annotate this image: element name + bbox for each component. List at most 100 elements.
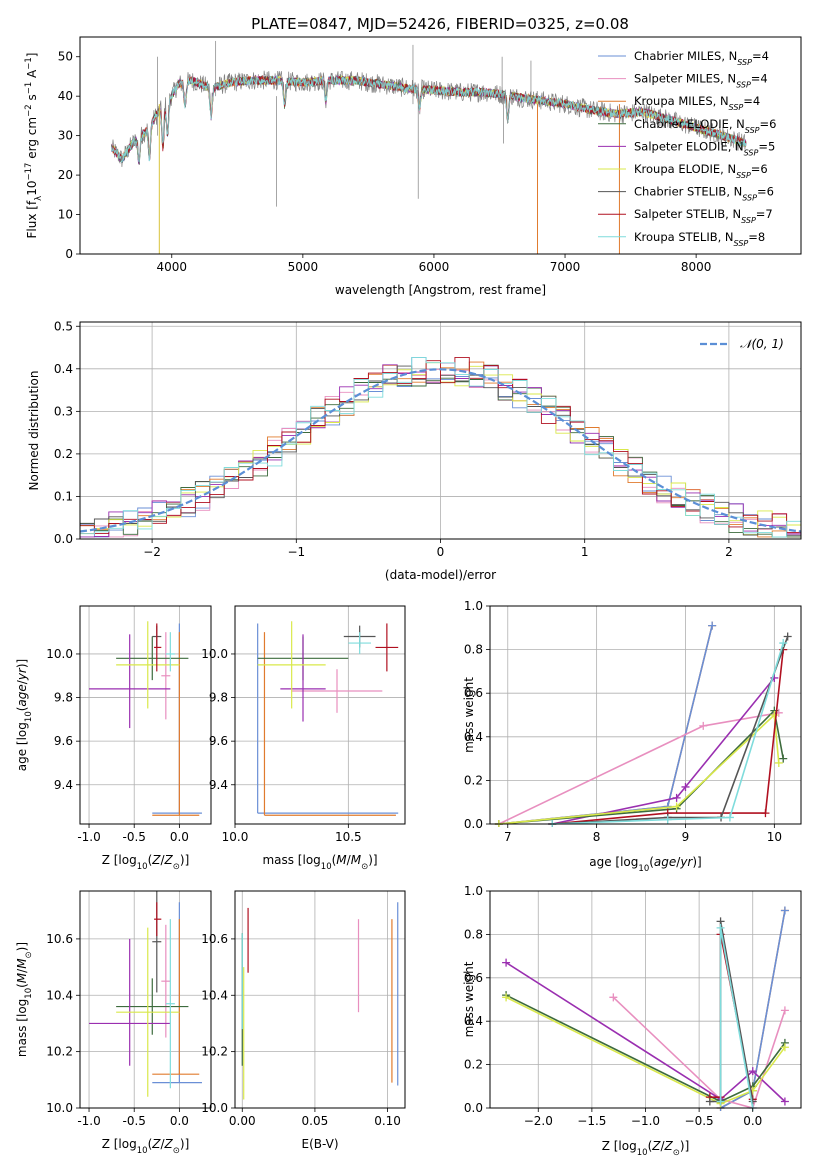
mass-weight-vs-Z-ytick-label: 0.8: [464, 927, 483, 941]
spectrum-xtick-label: 4000: [156, 260, 187, 274]
mass-weight-vs-age-ytick-label: 0.8: [464, 643, 483, 657]
mass-vs-ebv-xtick-label: 0.00: [229, 1114, 256, 1128]
age-vs-Z-xtick-label: -0.5: [122, 830, 145, 844]
mass-weight-vs-Z-ytick-label: 1.0: [464, 884, 483, 898]
mass-vs-ebv-ytick-label: 10.6: [201, 932, 228, 946]
spectrum-xtick-label: 7000: [550, 260, 581, 274]
residuals-hists: [80, 356, 801, 538]
mass-weight-vs-Z-xtick-label: −1.5: [577, 1114, 606, 1128]
mass-weight-vs-age-xlabel: age [log10(age/yr)]: [589, 855, 702, 874]
mass-weight-vs-age-marker: [708, 621, 717, 630]
age-vs-Z-ytick-label: 10.0: [46, 647, 73, 661]
mass-weight-vs-Z-ytick-label: 0.0: [464, 1101, 483, 1115]
spectrum-ytick-label: 10: [58, 208, 73, 222]
mass-vs-Z-xtick-label: -0.5: [122, 1114, 145, 1128]
mass-weight-vs-Z-marker: [609, 993, 618, 1002]
mass-weight-vs-Z-line: [505, 994, 786, 1103]
age-vs-Z-ytick-label: 9.6: [54, 734, 73, 748]
mass-weight-vs-Z-ytick-label: 0.6: [464, 971, 483, 985]
legend-entry: Kroupa STELIB, NSSP=8: [634, 230, 765, 248]
mass-weight-vs-age-marker: [681, 782, 690, 791]
legend-entry: Salpeter MILES, NSSP=4: [634, 72, 768, 90]
residuals-histogram-kroupa-stelib: [80, 357, 801, 538]
age-vs-Z-xtick-label: 0.0: [170, 830, 189, 844]
mass-vs-Z-errorbars: [89, 891, 202, 1097]
mass-vs-Z-xtick-label: -1.0: [77, 1114, 100, 1128]
age-vs-mass-frame: [234, 605, 406, 825]
spectrum-xlabel: wavelength [Angstrom, rest frame]: [335, 283, 546, 297]
residuals-xtick-label: −1: [287, 545, 305, 559]
mass-weight-vs-age-line: [552, 677, 775, 825]
spectrum-model-line: [111, 74, 747, 163]
residuals-ytick-label: 0.4: [54, 362, 73, 376]
residuals-xtick-label: 0: [437, 545, 445, 559]
age-vs-Z-ytick-label: 9.4: [54, 778, 73, 792]
mass-weight-vs-age-marker: [672, 793, 681, 802]
mass-vs-ebv-ytick-label: 10.4: [201, 988, 228, 1002]
age-vs-Z-errorbars: [89, 621, 202, 816]
mass-weight-vs-age-marker: [761, 809, 770, 818]
age-vs-mass-xtick-label: 10.0: [222, 830, 249, 844]
residuals-ytick-label: 0.0: [54, 532, 73, 546]
mass-weight-vs-age-ytick-label: 0.0: [464, 817, 483, 831]
age-vs-Z-frame: [79, 605, 212, 825]
legend-entry: Kroupa ELODIE, NSSP=6: [634, 162, 768, 180]
mass-weight-vs-age-series: [494, 621, 792, 827]
mass-weight-vs-age-axes: [490, 605, 801, 825]
mass-weight-vs-Z-marker: [705, 1097, 714, 1106]
age-vs-mass-xtick-label: 10.5: [335, 830, 362, 844]
mass-weight-vs-age-xtick-label: 10: [767, 830, 782, 844]
spectrum-ytick-label: 50: [58, 50, 73, 64]
mass-weight-vs-Z-ytick-label: 0.4: [464, 1014, 483, 1028]
age-vs-mass-axes: [234, 606, 405, 824]
age-vs-mass-ytick-label: 9.6: [209, 734, 228, 748]
mass-weight-vs-age-ylabel: mass weight: [462, 677, 476, 753]
mass-weight-vs-age-frame: [489, 605, 802, 825]
residuals-ytick-label: 0.5: [54, 319, 73, 333]
spectrum-xtick-label: 8000: [681, 260, 712, 274]
mass-weight-vs-age-line: [498, 708, 784, 825]
mass-vs-Z-ytick-label: 10.4: [46, 988, 73, 1002]
legend-entry: Salpeter ELODIE, NSSP=5: [634, 139, 775, 157]
mass-weight-vs-age-marker: [783, 632, 792, 641]
mass-weight-vs-age-marker: [779, 639, 788, 648]
spectrum-frame: [79, 36, 802, 255]
residuals-xtick-label: 1: [581, 545, 589, 559]
spectrum-legend: Chabrier MILES, NSSP=4 Salpeter MILES, NS…: [598, 49, 776, 247]
mass-weight-vs-age-line: [498, 712, 779, 825]
residuals-xlabel: (data-model)/error: [385, 568, 496, 582]
mass-weight-vs-Z-line: [505, 996, 786, 1105]
age-vs-mass-xlabel: mass [log10(M/M⊙)]: [262, 853, 377, 872]
spectrum-ylabel: Flux [fλ10−17 erg cm−2 s−1 A−1]: [24, 53, 44, 239]
age-vs-mass-ytick-label: 10.0: [201, 647, 228, 661]
mass-weight-vs-Z-marker: [716, 1097, 725, 1106]
legend-entry: Salpeter STELIB, NSSP=7: [634, 207, 773, 225]
mass-weight-vs-age-line: [498, 713, 780, 825]
mass-weight-vs-Z-line: [719, 927, 754, 1109]
age-vs-mass-ytick-label: 9.4: [209, 778, 228, 792]
mass-weight-vs-Z-xtick-label: 0.0: [743, 1114, 762, 1128]
mass-weight-vs-Z-ylabel: mass weight: [462, 961, 476, 1037]
mass-weight-vs-Z-line: [612, 996, 786, 1109]
mass-weight-vs-age-marker: [699, 721, 708, 730]
mass-weight-vs-Z-marker: [780, 906, 789, 915]
mass-vs-Z-axes: [80, 891, 211, 1109]
age-vs-Z-ylabel: age [log10(age/yr)]: [15, 659, 34, 772]
mass-vs-ebv-xtick-label: 0.10: [374, 1114, 401, 1128]
residuals-ytick-label: 0.1: [54, 489, 73, 503]
residuals-normal-curve: [80, 368, 801, 533]
mass-vs-Z-frame: [79, 890, 212, 1109]
residuals-xtick-label: 2: [725, 545, 733, 559]
mass-weight-vs-age-ytick-label: 0.4: [464, 730, 483, 744]
spectrum-ytick-label: 40: [58, 89, 73, 103]
mass-vs-Z-xlabel: Z [log10(Z/Z⊙)]: [102, 1137, 190, 1156]
legend-entry: Chabrier MILES, NSSP=4: [634, 49, 769, 67]
mass-weight-vs-age-xtick-label: 8: [593, 830, 601, 844]
spectrum-ytick-label: 30: [58, 129, 73, 143]
age-vs-Z-ytick-label: 9.8: [54, 691, 73, 705]
residuals-xtick-label: −2: [143, 545, 161, 559]
age-vs-mass-errorbars: [257, 621, 399, 816]
mass-weight-vs-age-ytick-label: 0.2: [464, 773, 483, 787]
mass-weight-vs-age-marker: [770, 711, 779, 719]
